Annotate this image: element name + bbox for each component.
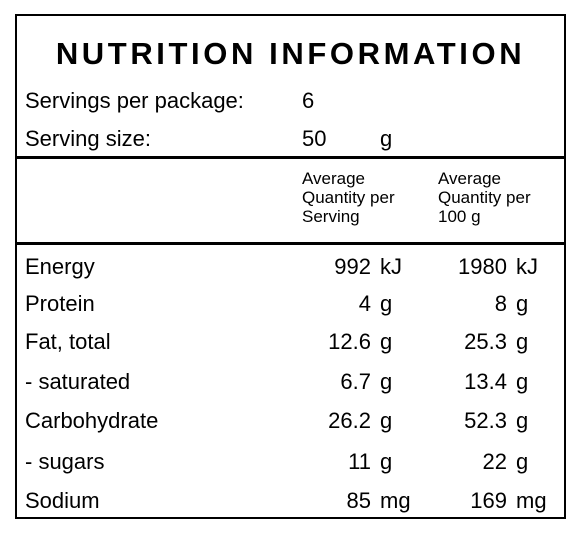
per-serving-unit: g xyxy=(380,369,393,394)
per-serving-value: 85 xyxy=(346,488,371,513)
per-100g-header-line: Average xyxy=(438,169,502,188)
header-top-rule xyxy=(17,156,564,159)
nutrition-panel: NUTRITION INFORMATION Servings per packa… xyxy=(15,14,566,519)
per-100g-value: 25.3 xyxy=(464,329,507,354)
nutrient-label: Energy xyxy=(25,254,95,279)
per-100g-unit: g xyxy=(516,408,529,433)
per-serving-header-line: Average xyxy=(302,169,366,188)
per-serving-header-line: Serving xyxy=(302,207,360,226)
per-100g-value: 169 xyxy=(470,488,507,513)
nutrient-label: Sodium xyxy=(25,488,100,513)
per-100g-unit: kJ xyxy=(516,254,538,279)
per-100g-unit: g xyxy=(516,291,529,316)
per-100g-value: 1980 xyxy=(458,254,507,279)
nutrient-label: - sugars xyxy=(25,449,105,474)
per-100g-unit: g xyxy=(516,449,529,474)
per-serving-value: 26.2 xyxy=(328,408,371,433)
serving-size-value: 50 xyxy=(302,126,327,151)
per-100g-unit: g xyxy=(516,329,529,354)
nutrient-label: - saturated xyxy=(25,369,131,394)
per-serving-unit: mg xyxy=(380,488,411,513)
per-serving-unit: g xyxy=(380,408,393,433)
per-serving-unit: kJ xyxy=(380,254,402,279)
per-100g-value: 22 xyxy=(482,449,507,474)
per-serving-value: 6.7 xyxy=(340,369,371,394)
per-100g-unit: g xyxy=(516,369,529,394)
header-bottom-rule xyxy=(17,242,564,245)
servings-value: 6 xyxy=(302,88,315,113)
per-serving-header-line: Quantity per xyxy=(302,188,395,207)
per-serving-unit: g xyxy=(380,449,393,474)
per-100g-header-line: 100 g xyxy=(438,207,481,226)
per-100g-value: 52.3 xyxy=(464,408,507,433)
per-100g-header-line: Quantity per xyxy=(438,188,531,207)
nutrient-label: Protein xyxy=(25,291,95,316)
per-100g-unit: mg xyxy=(516,488,547,513)
per-serving-value: 11 xyxy=(348,449,371,474)
serving-size-label: Serving size: xyxy=(25,126,151,151)
per-100g-value: 8 xyxy=(494,291,507,316)
nutrient-label: Carbohydrate xyxy=(25,408,159,433)
per-100g-header: Average Quantity per 100 g xyxy=(438,169,531,226)
nutrient-label: Fat, total xyxy=(25,329,111,354)
serving-size-unit: g xyxy=(380,126,393,151)
per-serving-unit: g xyxy=(380,329,393,354)
per-serving-value: 4 xyxy=(358,291,371,316)
servings-label: Servings per package: xyxy=(25,88,244,113)
per-100g-value: 13.4 xyxy=(464,369,507,394)
per-serving-header: Average Quantity per Serving xyxy=(302,169,395,226)
per-serving-value: 12.6 xyxy=(328,329,371,354)
per-serving-unit: g xyxy=(380,291,393,316)
panel-title: NUTRITION INFORMATION xyxy=(55,36,526,71)
per-serving-value: 992 xyxy=(334,254,371,279)
